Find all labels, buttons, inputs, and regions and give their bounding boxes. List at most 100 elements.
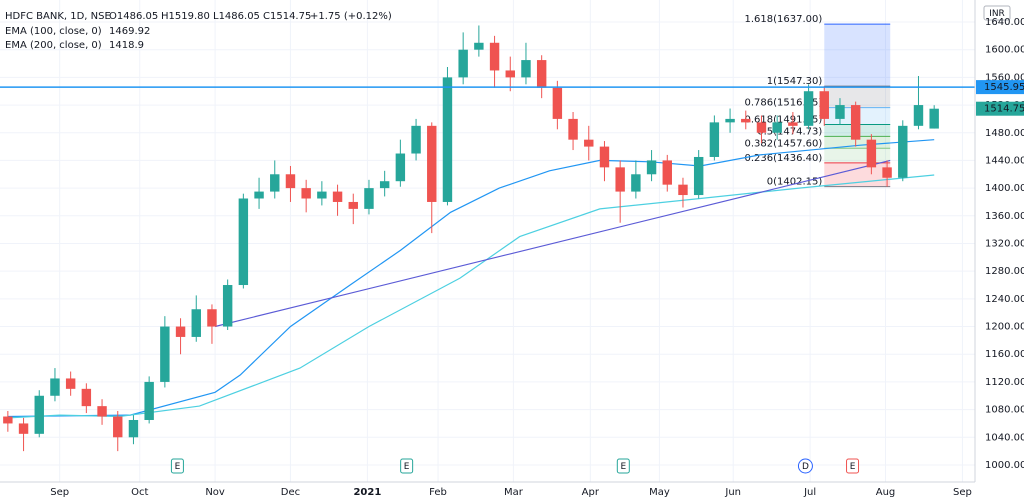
fib-label: 1(1547.30): [767, 76, 823, 87]
candle-body: [207, 309, 217, 327]
fib-band: [824, 86, 891, 108]
candle-body: [160, 326, 170, 382]
candle-body: [788, 122, 798, 126]
y-tick-label: 1120.00: [985, 377, 1024, 388]
fib-band: [824, 136, 891, 149]
candle-body: [191, 309, 201, 337]
fib-label: 0.236(1436.40): [744, 153, 822, 164]
candle-body: [725, 118, 735, 123]
y-tick-label: 1320.00: [985, 238, 1024, 249]
candle-body: [3, 416, 13, 424]
candle-body: [427, 125, 437, 202]
candle-body: [270, 174, 280, 192]
candle-body: [113, 416, 123, 438]
candle-body: [866, 139, 877, 168]
candle-body: [458, 49, 468, 78]
x-tick-label: Sep: [953, 487, 972, 498]
candle-body: [929, 108, 939, 129]
candle-body: [442, 77, 453, 202]
plot-area: 1.618(1637.00) 1(1547.30) 0.786(1516.25) 0.…: [0, 0, 975, 482]
x-tick-label: Jul: [803, 487, 816, 498]
ohlc-open: O1486.05: [109, 11, 158, 22]
candle-body: [97, 406, 107, 417]
currency: INR: [989, 9, 1005, 19]
event-marker: [170, 458, 184, 474]
candle-body: [34, 395, 44, 434]
x-tick-label: 2021: [353, 487, 381, 498]
fib-label: 1.618(1637.00): [744, 14, 822, 25]
candle-body: [128, 419, 139, 438]
event-label: E: [620, 462, 626, 472]
candle-body: [552, 87, 563, 119]
event-label: E: [850, 462, 856, 472]
x-tick-label: Jun: [724, 487, 741, 498]
candle-body: [285, 174, 296, 189]
candle-body: [348, 201, 358, 209]
last-price-label: 1514.75: [984, 104, 1024, 115]
ema-legend-name: EMA (200, close, 0): [5, 40, 102, 51]
candle-body: [819, 91, 829, 119]
candle-body: [882, 167, 892, 178]
candle-body: [489, 42, 500, 71]
candle-body: [175, 326, 186, 337]
candle-body: [568, 118, 578, 140]
candle-body: [364, 188, 374, 209]
candle-body: [222, 285, 233, 327]
x-tick-label: Oct: [131, 487, 148, 498]
ohlc-high: H1519.80: [161, 11, 210, 22]
candle-body: [678, 184, 688, 196]
ema-line: [7, 139, 935, 418]
ema-legend-name: EMA (100, close, 0): [5, 26, 102, 37]
x-tick-label: Nov: [205, 487, 225, 498]
y-tick-label: 1440.00: [985, 155, 1024, 166]
x-tick-label: Sep: [50, 487, 69, 498]
y-tick-label: 1560.00: [985, 72, 1024, 83]
candle-body: [18, 423, 29, 434]
candle-body: [474, 42, 484, 50]
candle-body: [646, 160, 657, 175]
candle-body: [803, 91, 814, 126]
y-tick-label: 1360.00: [985, 211, 1024, 222]
currency-box: [983, 5, 1011, 21]
candle-body: [835, 105, 845, 119]
candle-body: [521, 60, 531, 78]
candle-body: [709, 122, 720, 157]
candle-body: [584, 139, 594, 147]
event-label: E: [175, 462, 181, 472]
ema-legend-value: 1469.92: [109, 26, 150, 37]
symbol: HDFC BANK, 1D, NSE: [5, 11, 111, 22]
candle-body: [81, 388, 92, 407]
fib-label: 0.786(1516.25): [744, 98, 822, 109]
y-tick-label: 1200.00: [985, 322, 1024, 333]
y-tick-label: 1400.00: [985, 183, 1024, 194]
candle-body: [505, 70, 515, 78]
candle-body: [238, 198, 249, 286]
event-marker: [846, 458, 860, 474]
x-tick-label: May: [649, 487, 670, 498]
candle-body: [898, 125, 908, 178]
candle-body: [756, 122, 767, 133]
y-tick-label: 1000.00: [985, 460, 1024, 471]
y-tick-label: 1640.00: [985, 17, 1024, 28]
candle-body: [254, 191, 264, 199]
ema-line: [7, 174, 935, 419]
candle-body: [772, 122, 782, 133]
ohlc-close: C1514.75: [263, 11, 311, 22]
candle-body: [536, 60, 547, 88]
fib-label: 0(1402.15): [767, 177, 823, 188]
ema-legend-value: 1418.9: [109, 40, 144, 51]
last-price-box: [976, 101, 1024, 116]
candle-body: [144, 381, 154, 420]
fib-label: 0.618(1491.85): [744, 115, 822, 126]
price-label-box: [976, 80, 1024, 95]
candle-body: [631, 174, 641, 192]
candle-body: [693, 156, 704, 196]
x-tick-label: Aug: [876, 487, 896, 498]
y-tick-label: 1040.00: [985, 432, 1024, 443]
y-tick-label: 1280.00: [985, 266, 1024, 277]
candle-body: [395, 153, 406, 182]
x-tick-label: Apr: [582, 487, 600, 498]
candle-body: [599, 146, 610, 168]
candle-body: [411, 125, 421, 154]
